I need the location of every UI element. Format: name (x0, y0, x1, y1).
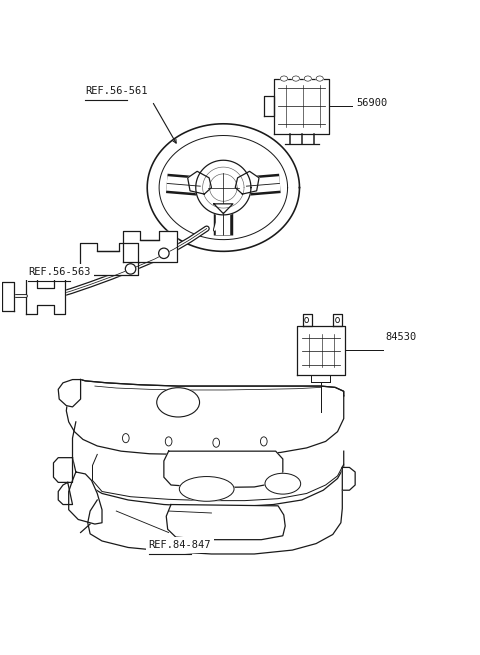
Circle shape (122, 434, 129, 443)
Polygon shape (235, 172, 259, 194)
Polygon shape (53, 458, 72, 482)
Circle shape (336, 318, 339, 323)
Polygon shape (80, 243, 138, 276)
Circle shape (0, 297, 1, 303)
Circle shape (305, 318, 309, 323)
Polygon shape (275, 79, 329, 134)
Polygon shape (297, 326, 345, 375)
Polygon shape (66, 379, 344, 455)
Polygon shape (196, 160, 251, 215)
Polygon shape (342, 468, 355, 490)
Polygon shape (72, 422, 344, 506)
Polygon shape (303, 314, 312, 326)
Circle shape (0, 289, 1, 295)
Polygon shape (123, 231, 177, 263)
Polygon shape (188, 172, 212, 194)
Polygon shape (147, 124, 300, 252)
Circle shape (213, 438, 219, 447)
Polygon shape (166, 504, 285, 540)
Ellipse shape (304, 76, 312, 81)
Circle shape (261, 437, 267, 446)
Ellipse shape (180, 477, 234, 501)
Ellipse shape (280, 76, 288, 81)
Ellipse shape (265, 474, 300, 494)
Polygon shape (214, 204, 233, 214)
Ellipse shape (292, 76, 300, 81)
Polygon shape (69, 472, 102, 524)
Text: REF.84-847: REF.84-847 (149, 540, 211, 550)
Polygon shape (164, 451, 283, 487)
Text: 56900: 56900 (357, 98, 388, 107)
Polygon shape (26, 278, 65, 314)
Polygon shape (264, 96, 275, 116)
Polygon shape (58, 379, 81, 407)
Ellipse shape (125, 264, 136, 274)
Ellipse shape (158, 248, 169, 259)
Polygon shape (2, 282, 14, 310)
Text: 84530: 84530 (385, 332, 416, 342)
Text: REF.56-563: REF.56-563 (28, 267, 91, 276)
Polygon shape (81, 379, 344, 391)
Polygon shape (58, 482, 72, 504)
Circle shape (165, 437, 172, 446)
Polygon shape (333, 314, 342, 326)
Text: REF.56-561: REF.56-561 (85, 86, 148, 96)
Ellipse shape (157, 388, 200, 417)
Ellipse shape (316, 76, 323, 81)
